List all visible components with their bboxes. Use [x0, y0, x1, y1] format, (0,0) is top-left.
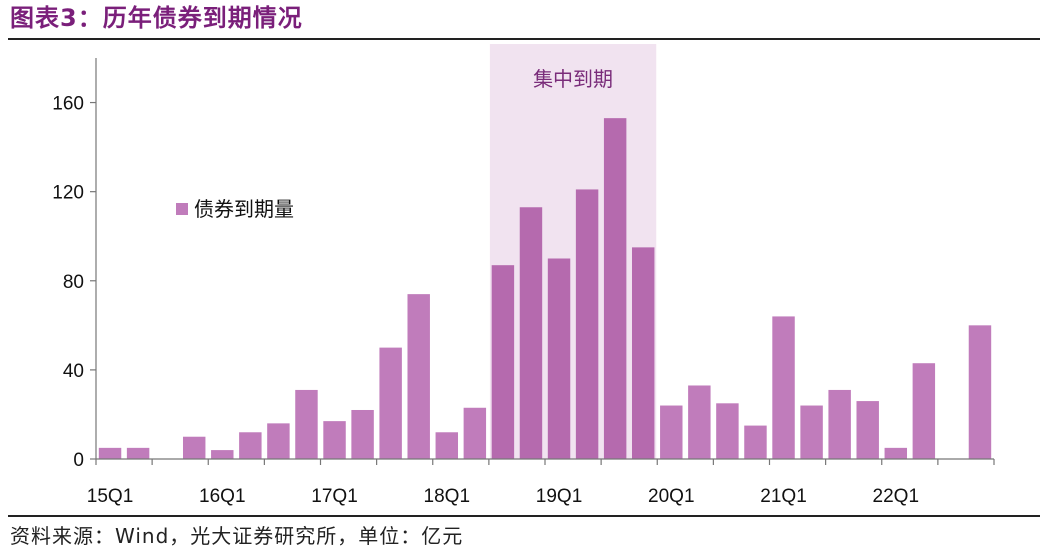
x-axis: 15Q1 16Q1 17Q1 18Q1 19Q1 20Q1 21Q1 22Q1 [87, 458, 995, 507]
bar-16Q2 [239, 432, 262, 459]
bar-22Q4 [968, 325, 992, 459]
bar-21Q2 [800, 405, 823, 459]
bar-20Q2 [688, 385, 711, 459]
y-tick-label: 0 [73, 450, 84, 471]
x-tick-label: 18Q1 [424, 486, 470, 507]
bar-chart: 集中到期 0 40 80 120 160 15Q1 16Q1 17Q1 18Q1 19Q1 20Q… [52, 44, 995, 507]
bar-22Q2 [912, 363, 936, 459]
legend-swatch [176, 203, 188, 215]
annotation-label: 集中到期 [533, 67, 613, 91]
bar-20Q1 [660, 405, 683, 459]
bar-18Q4 [519, 207, 543, 459]
legend-label: 债券到期量 [194, 197, 294, 221]
bar-21Q4 [856, 401, 879, 459]
chart-title: 图表3：历年债券到期情况 [10, 4, 303, 32]
bar-16Q4 [295, 389, 318, 459]
y-tick-label: 120 [52, 183, 84, 204]
bar-20Q3 [716, 403, 739, 459]
x-tick-label: 16Q1 [199, 486, 245, 507]
bar-19Q3 [603, 118, 627, 460]
bar-17Q3 [379, 347, 402, 459]
y-tick-label: 160 [52, 94, 84, 115]
bar-15Q4 [182, 436, 206, 459]
bar-19Q4 [631, 247, 655, 459]
bar-18Q3 [491, 265, 515, 459]
bar-17Q4 [407, 294, 430, 459]
bar-19Q1 [547, 258, 571, 459]
legend: 债券到期量 [176, 197, 294, 221]
bar-21Q1 [772, 316, 795, 459]
x-tick-label: 21Q1 [760, 486, 806, 507]
y-tick-label: 40 [63, 361, 84, 382]
bar-18Q2 [463, 407, 487, 459]
bar-22Q1 [884, 447, 908, 459]
x-tick-label: 15Q1 [87, 486, 133, 507]
x-tick-label: 22Q1 [873, 486, 919, 507]
bar-17Q1 [323, 421, 346, 459]
bar-16Q3 [267, 423, 290, 459]
bar-21Q3 [828, 389, 851, 459]
top-rule [8, 38, 1040, 40]
bar-series [98, 118, 992, 460]
bar-18Q1 [435, 432, 459, 459]
concentrated-maturity-band [489, 44, 657, 459]
bar-15Q1 [98, 447, 122, 459]
bar-17Q2 [351, 409, 374, 459]
bottom-rule [8, 515, 1040, 517]
x-tick-label: 17Q1 [311, 486, 357, 507]
source-note: 资料来源：Wind，光大证券研究所，单位：亿元 [10, 524, 464, 548]
bar-20Q4 [744, 425, 767, 459]
bar-16Q1 [211, 450, 234, 459]
y-tick-label: 80 [63, 272, 84, 293]
y-axis: 0 40 80 120 160 [52, 58, 97, 471]
bar-19Q2 [575, 189, 599, 459]
bar-15Q2 [126, 447, 150, 459]
x-tick-label: 20Q1 [648, 486, 694, 507]
x-tick-label: 19Q1 [536, 486, 582, 507]
